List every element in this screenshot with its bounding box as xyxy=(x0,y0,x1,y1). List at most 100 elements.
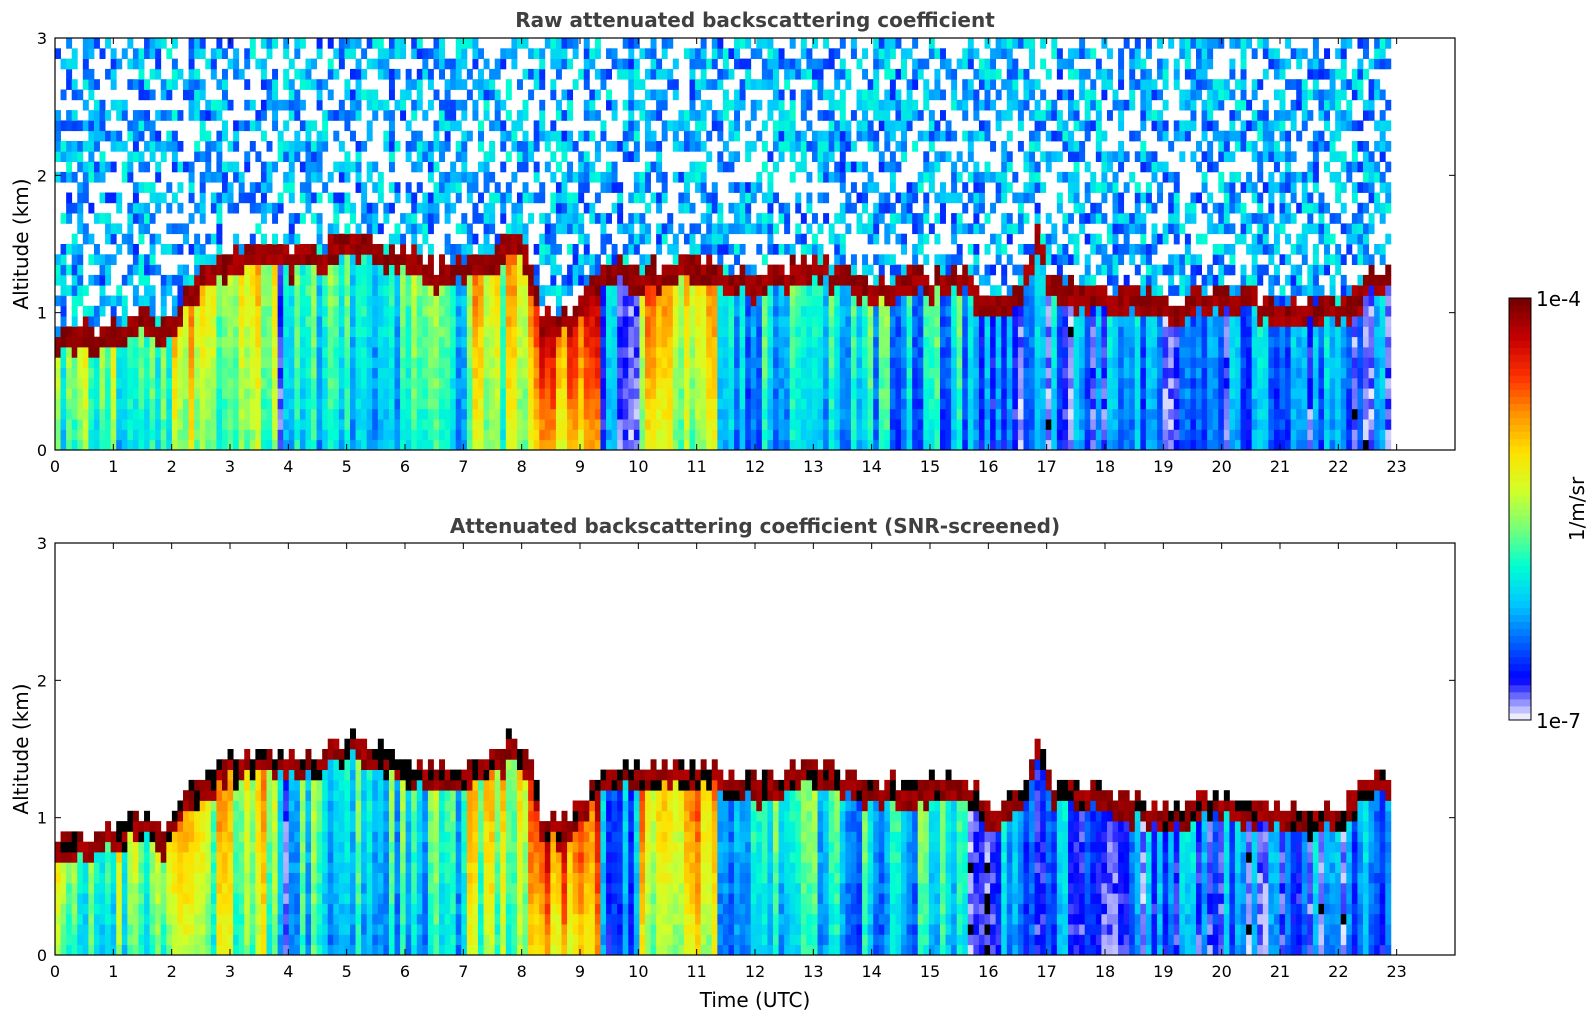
heatmap-cell xyxy=(283,377,290,389)
heatmap-cell xyxy=(333,377,340,389)
heatmap-cell xyxy=(700,419,707,430)
heatmap-cell xyxy=(411,336,418,348)
heatmap-cell xyxy=(717,254,724,265)
heatmap-cell xyxy=(494,388,501,399)
heatmap-cell xyxy=(567,38,574,49)
heatmap-cell xyxy=(633,388,640,399)
heatmap-cell xyxy=(366,377,373,389)
heatmap-cell xyxy=(294,213,301,224)
heatmap-cell xyxy=(756,408,763,420)
heatmap-cell xyxy=(550,285,557,296)
heatmap-cell xyxy=(166,367,173,379)
heatmap-cell xyxy=(778,326,785,338)
heatmap-cell xyxy=(194,398,201,410)
heatmap-cell xyxy=(511,326,518,338)
heatmap-cell xyxy=(205,336,212,348)
heatmap-cell xyxy=(722,99,729,111)
heatmap-cell xyxy=(617,408,624,420)
heatmap-cell xyxy=(66,110,73,121)
heatmap-cell xyxy=(422,336,429,348)
heatmap-cell xyxy=(355,161,362,173)
heatmap-cell xyxy=(283,367,290,379)
heatmap-cell xyxy=(784,408,791,420)
heatmap-cell xyxy=(327,274,334,286)
heatmap-cell xyxy=(990,264,997,276)
heatmap-cell xyxy=(912,398,919,410)
heatmap-cell xyxy=(388,367,395,379)
heatmap-cell xyxy=(205,367,212,379)
heatmap-cell xyxy=(444,120,451,132)
heatmap-cell xyxy=(561,367,568,379)
heatmap-cell xyxy=(973,377,980,389)
heatmap-cell xyxy=(283,408,290,420)
heatmap-cell xyxy=(461,223,468,235)
heatmap-cell xyxy=(806,377,813,389)
heatmap-cell xyxy=(450,161,457,173)
heatmap-cell xyxy=(383,305,390,317)
heatmap-cell xyxy=(71,244,78,255)
panel-raw: Raw attenuated backscattering coefficien… xyxy=(9,8,1456,476)
heatmap-cell xyxy=(522,223,529,235)
heatmap-cell xyxy=(199,120,206,132)
heatmap-cell xyxy=(956,295,963,307)
heatmap-cell xyxy=(427,48,434,59)
heatmap-cell xyxy=(761,274,768,286)
heatmap-cell xyxy=(689,233,696,245)
heatmap-cell xyxy=(121,439,128,450)
heatmap-cell xyxy=(194,202,201,214)
heatmap-cell xyxy=(327,305,334,317)
heatmap-cell xyxy=(461,429,468,441)
heatmap-cell xyxy=(633,408,640,420)
heatmap-cell xyxy=(895,264,902,276)
heatmap-cell xyxy=(311,120,317,132)
heatmap-cell xyxy=(828,89,835,101)
heatmap-cell xyxy=(394,398,401,410)
heatmap-cell xyxy=(494,285,501,296)
heatmap-cell xyxy=(461,244,468,255)
heatmap-cell xyxy=(366,130,373,142)
heatmap-cell xyxy=(661,429,668,441)
heatmap-cell xyxy=(144,408,151,420)
heatmap-cell xyxy=(856,120,863,132)
heatmap-cell xyxy=(88,79,95,90)
heatmap-cell xyxy=(544,439,551,450)
heatmap-cell xyxy=(238,182,245,193)
heatmap-cell xyxy=(522,274,529,286)
heatmap-cell xyxy=(355,233,362,245)
heatmap-cell xyxy=(494,347,501,358)
heatmap-cell xyxy=(194,264,201,276)
heatmap-cell xyxy=(283,347,290,358)
heatmap-cell xyxy=(978,192,985,204)
heatmap-cell xyxy=(338,244,345,255)
heatmap-cell xyxy=(444,213,451,224)
heatmap-cell xyxy=(450,408,457,420)
heatmap-cell xyxy=(617,326,624,338)
heatmap-cell xyxy=(606,316,612,327)
heatmap-cell xyxy=(561,377,568,389)
heatmap-cell xyxy=(388,347,395,358)
heatmap-cell xyxy=(144,274,151,286)
heatmap-cell xyxy=(177,305,184,317)
heatmap-cell xyxy=(984,408,991,420)
heatmap-cell xyxy=(461,141,468,152)
heatmap-cell xyxy=(483,161,490,173)
heatmap-cell xyxy=(199,151,206,162)
heatmap-cell xyxy=(862,161,869,173)
heatmap-cell xyxy=(967,192,974,204)
heatmap-cell xyxy=(366,254,373,265)
heatmap-cell xyxy=(939,89,946,101)
heatmap-cell xyxy=(316,316,323,327)
heatmap-cell xyxy=(288,264,295,276)
heatmap-cell xyxy=(856,357,863,368)
heatmap-cell xyxy=(439,408,446,420)
heatmap-cell xyxy=(144,347,151,358)
heatmap-cell xyxy=(644,223,651,235)
heatmap-cell xyxy=(878,305,885,317)
heatmap-cell xyxy=(717,68,724,80)
heatmap-cell xyxy=(144,110,151,121)
heatmap-cell xyxy=(344,367,351,379)
heatmap-cell xyxy=(344,110,351,121)
heatmap-cell xyxy=(806,388,813,399)
heatmap-cell xyxy=(227,295,234,307)
heatmap-cell xyxy=(889,213,896,224)
